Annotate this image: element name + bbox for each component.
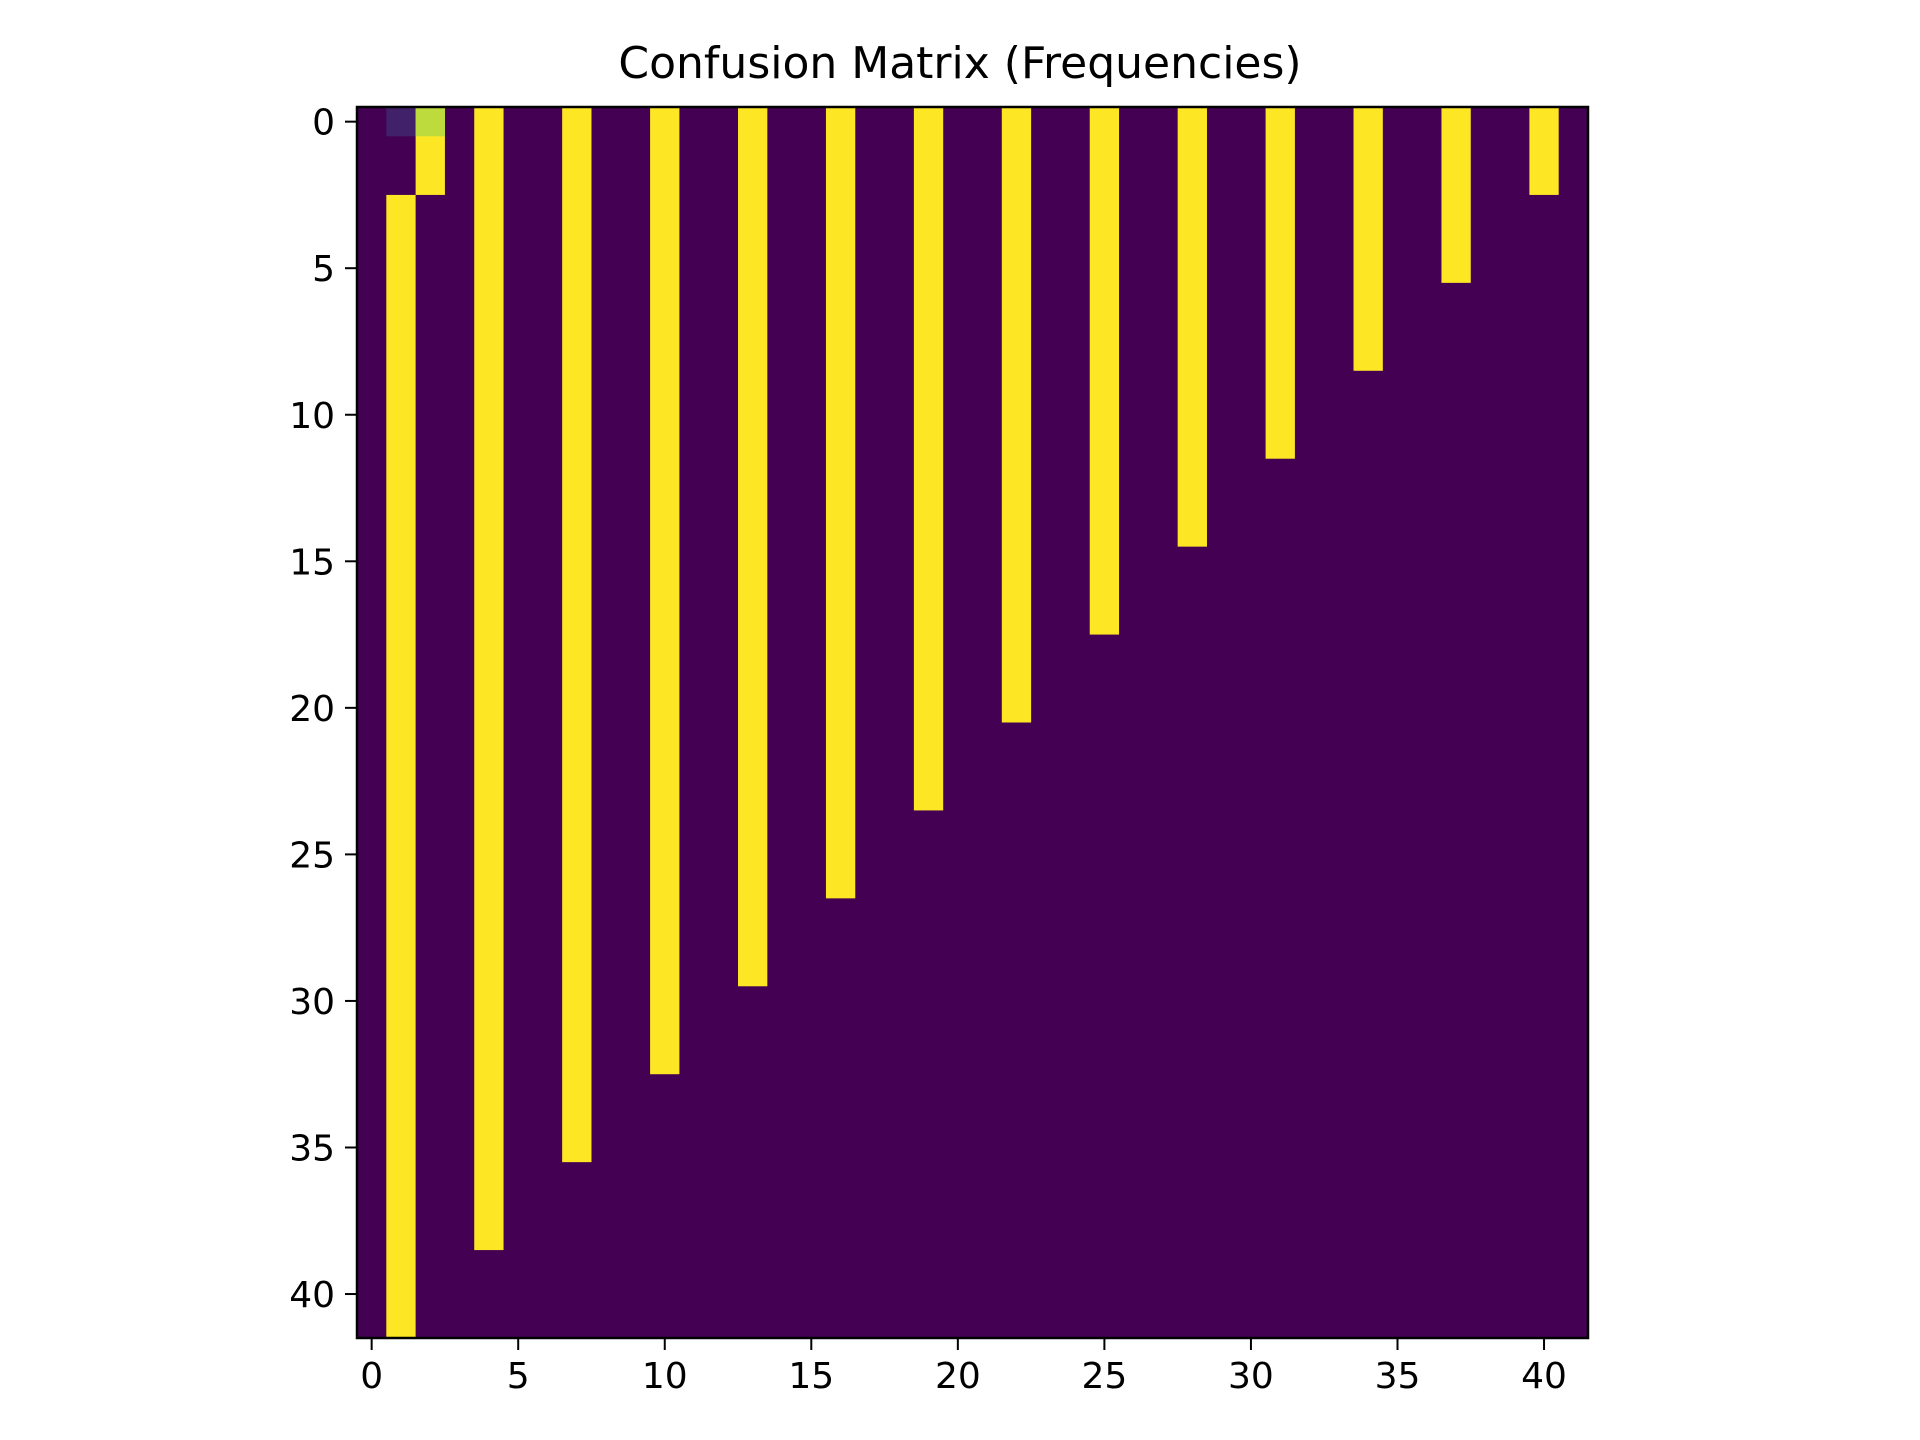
heatmap-background (357, 107, 1588, 1338)
y-tick-label-0: 0 (312, 103, 335, 144)
y-tick-label-20: 20 (289, 689, 335, 730)
x-tick-label-20: 20 (935, 1356, 981, 1397)
heatmap-cell-0-1 (386, 107, 416, 137)
heatmap-column-28 (1177, 107, 1207, 547)
x-tick-label-10: 10 (642, 1356, 688, 1397)
y-tick-label-25: 25 (289, 835, 335, 876)
x-tick-label-35: 35 (1375, 1356, 1421, 1397)
heatmap-column-16 (825, 107, 856, 899)
heatmap-column-10 (650, 107, 680, 1075)
y-tick-label-10: 10 (289, 396, 335, 437)
chart-title: Confusion Matrix (Frequencies) (618, 38, 1301, 89)
y-tick-label-5: 5 (312, 249, 335, 290)
x-tick-label-5: 5 (507, 1356, 530, 1397)
x-axis: 0 5 10 15 20 25 30 35 40 (360, 1338, 1567, 1397)
heatmap-cells (386, 107, 1559, 1338)
heatmap-column-4 (474, 107, 504, 1251)
heatmap-column-22 (1001, 107, 1032, 723)
heatmap-column-19 (913, 107, 944, 811)
y-tick-label-15: 15 (289, 542, 335, 583)
x-tick-label-40: 40 (1521, 1356, 1567, 1397)
x-tick-label-30: 30 (1228, 1356, 1274, 1397)
heatmap-column-7 (562, 107, 592, 1163)
x-tick-label-0: 0 (360, 1356, 383, 1397)
heatmap-cell-0-2 (415, 107, 445, 137)
heatmap-column-37 (1441, 107, 1471, 283)
y-axis: 0 5 10 15 20 25 30 35 40 (289, 103, 357, 1316)
axes-frame (355, 105, 1590, 1340)
y-tick-label-35: 35 (289, 1128, 335, 1169)
x-tick-label-15: 15 (788, 1356, 834, 1397)
heatmap-column-40 (1529, 107, 1559, 195)
y-tick-label-30: 30 (289, 982, 335, 1023)
heatmap-column-31 (1265, 107, 1295, 459)
heatmap-column-13 (738, 107, 768, 987)
x-tick-label-25: 25 (1081, 1356, 1127, 1397)
heatmap-column-34 (1353, 107, 1383, 371)
heatmap-column-1 (386, 194, 416, 1338)
y-tick-label-40: 40 (289, 1275, 335, 1316)
heatmap-column-25 (1089, 107, 1120, 635)
plot-area (355, 105, 1590, 1340)
